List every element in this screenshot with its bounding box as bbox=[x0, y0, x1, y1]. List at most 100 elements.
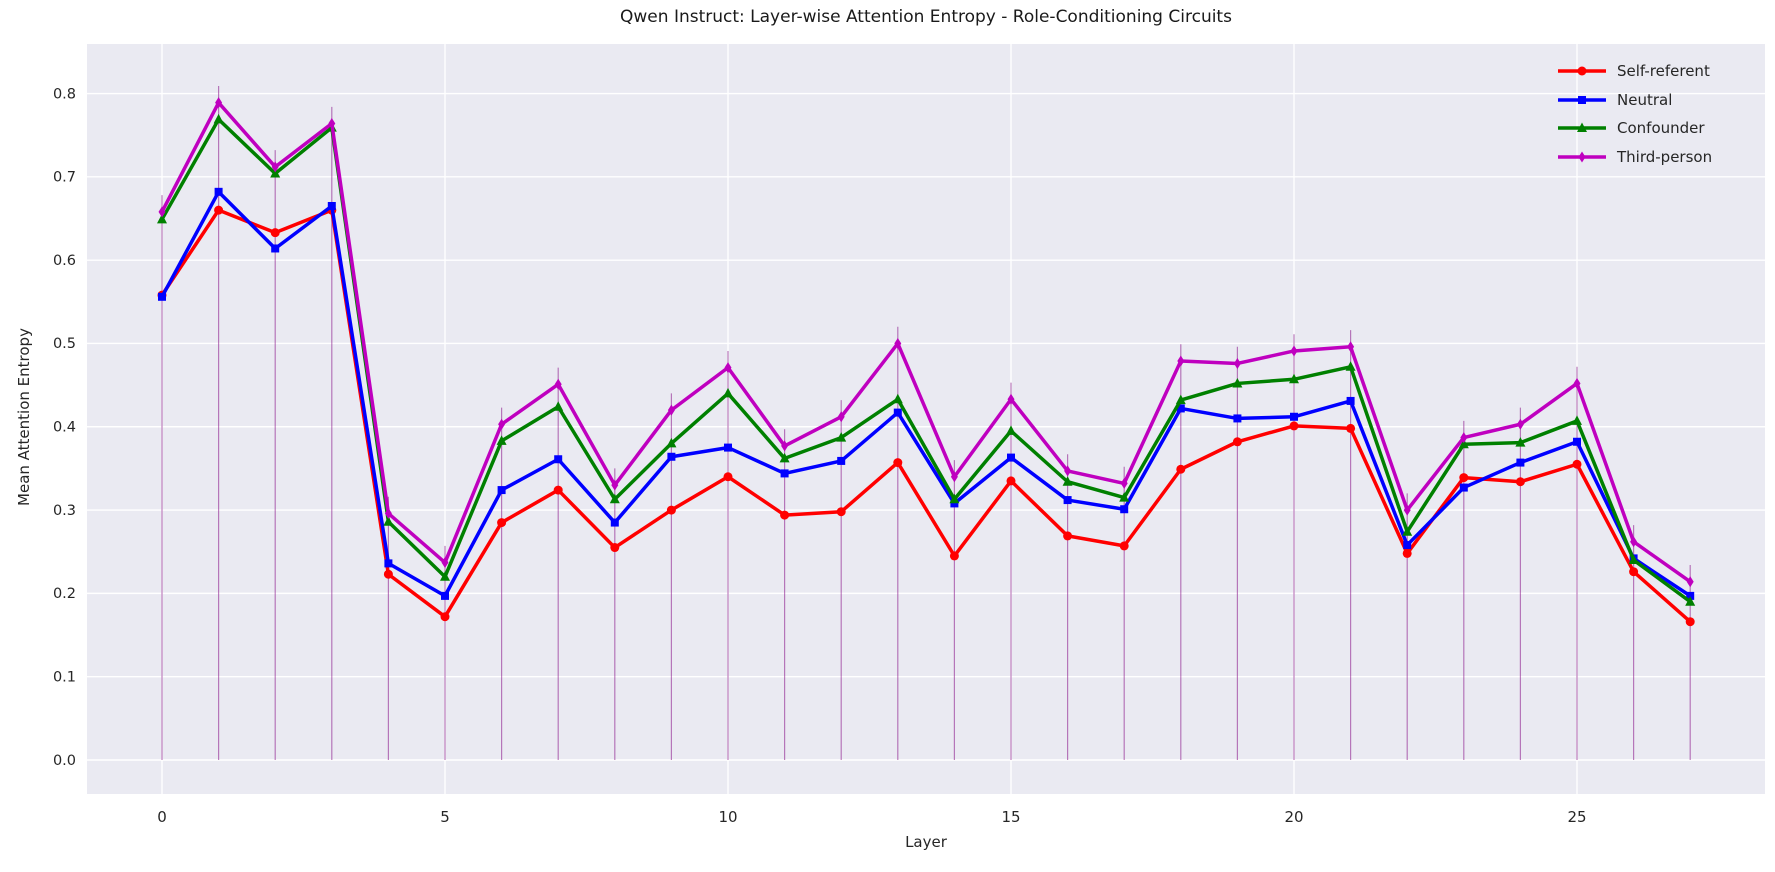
marker-self-referent bbox=[610, 543, 620, 553]
marker-self-referent bbox=[893, 458, 903, 468]
x-tick-label: 5 bbox=[440, 808, 450, 826]
marker-confounder bbox=[1119, 492, 1130, 502]
legend-label-self-referent: Self-referent bbox=[1617, 62, 1710, 81]
marker-self-referent bbox=[1232, 437, 1242, 447]
marker-confounder bbox=[213, 113, 224, 124]
y-tick-label: 0.4 bbox=[53, 420, 76, 436]
marker-third-person bbox=[837, 411, 845, 423]
marker-neutral bbox=[780, 469, 789, 478]
marker-third-person bbox=[271, 161, 279, 173]
marker-confounder bbox=[1175, 394, 1186, 405]
marker-neutral bbox=[610, 518, 619, 527]
marker-self-referent bbox=[383, 569, 393, 579]
marker-neutral bbox=[1573, 437, 1581, 446]
marker-self-referent bbox=[780, 510, 790, 520]
marker-neutral bbox=[1516, 458, 1525, 467]
legend-item-confounder: Confounder bbox=[1556, 114, 1712, 143]
marker-neutral bbox=[1063, 496, 1072, 505]
marker-confounder bbox=[949, 493, 960, 504]
marker-confounder bbox=[836, 432, 847, 442]
marker-self-referent bbox=[723, 472, 733, 482]
marker-self-referent bbox=[270, 228, 280, 238]
marker-third-person bbox=[1290, 345, 1298, 357]
legend-swatch-neutral bbox=[1558, 95, 1606, 104]
marker-self-referent bbox=[1515, 477, 1525, 487]
marker-self-referent bbox=[1289, 421, 1299, 431]
marker-confounder bbox=[723, 387, 733, 398]
marker-third-person bbox=[1007, 393, 1015, 405]
marker-neutral bbox=[667, 452, 676, 461]
marker-third-person bbox=[158, 206, 166, 218]
marker-third-person bbox=[894, 337, 902, 349]
marker-confounder bbox=[440, 571, 450, 581]
marker-neutral bbox=[441, 591, 449, 600]
marker-third-person bbox=[441, 557, 449, 569]
marker-third-person bbox=[498, 418, 506, 430]
marker-neutral bbox=[554, 455, 563, 464]
marker-third-person bbox=[1686, 576, 1694, 588]
marker-third-person bbox=[1516, 418, 1524, 430]
marker-third-person bbox=[384, 507, 392, 519]
marker-third-person bbox=[611, 479, 619, 491]
y-tick-label: 0.6 bbox=[53, 253, 76, 269]
marker-third-person bbox=[1403, 504, 1411, 516]
marker-confounder bbox=[1232, 377, 1243, 388]
marker-neutral bbox=[1120, 505, 1129, 514]
marker-confounder bbox=[1515, 437, 1526, 447]
marker-neutral bbox=[327, 201, 336, 210]
marker-neutral bbox=[893, 408, 902, 417]
x-axis-label: Layer bbox=[905, 833, 947, 851]
series-line-neutral bbox=[160, 190, 1692, 598]
marker-confounder bbox=[383, 516, 394, 526]
marker-confounder bbox=[1572, 415, 1582, 425]
x-tick-label: 10 bbox=[718, 808, 737, 826]
marker-neutral bbox=[1176, 404, 1185, 413]
legend-item-self-referent: Self-referent bbox=[1556, 57, 1712, 86]
marker-third-person bbox=[1573, 377, 1581, 389]
marker-third-person bbox=[1233, 357, 1241, 369]
marker-self-referent bbox=[1629, 567, 1639, 577]
x-tick-label: 0 bbox=[157, 808, 167, 826]
marker-third-person bbox=[724, 362, 732, 374]
marker-third-person bbox=[950, 471, 958, 483]
marker-neutral bbox=[1459, 483, 1468, 492]
series-line-confounder bbox=[160, 117, 1692, 604]
marker-neutral bbox=[1686, 591, 1695, 600]
y-tick-label: 0.7 bbox=[53, 170, 76, 186]
x-tick-label: 20 bbox=[1284, 808, 1303, 826]
chart-title: Qwen Instruct: Layer-wise Attention Entr… bbox=[620, 7, 1232, 27]
legend-swatch-confounder bbox=[1558, 122, 1606, 133]
legend-label-confounder: Confounder bbox=[1617, 119, 1705, 138]
marker-confounder bbox=[609, 493, 620, 504]
marker-confounder bbox=[496, 435, 507, 445]
legend-item-third-person: Third-person bbox=[1556, 143, 1712, 172]
triangle-marker-icon bbox=[1577, 122, 1587, 133]
diamond-marker-icon bbox=[1578, 151, 1586, 163]
marker-self-referent bbox=[497, 518, 507, 528]
marker-self-referent bbox=[440, 612, 450, 622]
marker-neutral bbox=[950, 499, 959, 508]
y-tick-label: 0.1 bbox=[53, 669, 76, 685]
marker-neutral bbox=[214, 187, 223, 196]
marker-third-person bbox=[215, 97, 223, 109]
marker-self-referent bbox=[1176, 464, 1186, 474]
legend-swatch-self-referent bbox=[1558, 66, 1606, 76]
marker-third-person bbox=[554, 378, 562, 390]
axes-background bbox=[87, 44, 1765, 794]
marker-third-person bbox=[1177, 355, 1185, 367]
marker-confounder bbox=[157, 213, 167, 224]
circle-marker-icon bbox=[1577, 66, 1587, 76]
legend-label-third-person: Third-person bbox=[1617, 147, 1713, 166]
square-marker-icon bbox=[1578, 95, 1586, 104]
marker-neutral bbox=[724, 443, 732, 452]
y-tick-label: 0.2 bbox=[53, 586, 76, 602]
marker-neutral bbox=[1403, 541, 1412, 550]
marker-confounder bbox=[270, 167, 281, 178]
marker-confounder bbox=[1685, 596, 1696, 606]
legend: Self-referent Neutral Confounder Third-pers… bbox=[1556, 57, 1712, 171]
marker-neutral bbox=[1007, 453, 1015, 462]
x-tick-label: 25 bbox=[1567, 808, 1586, 826]
marker-confounder bbox=[1345, 361, 1356, 371]
